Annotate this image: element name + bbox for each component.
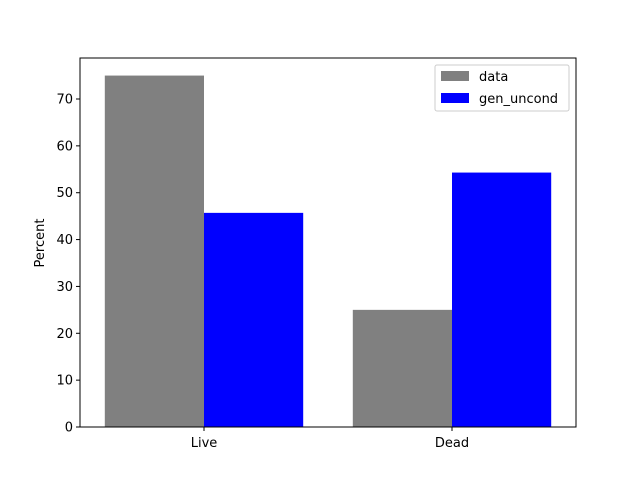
bar-data-live bbox=[104, 75, 204, 428]
legend: data gen_uncond bbox=[434, 64, 570, 112]
legend-swatch-gen_uncond bbox=[441, 93, 469, 103]
y-tick-label: 20 bbox=[56, 327, 73, 342]
x-tick-label-dead: Dead bbox=[435, 436, 469, 451]
y-axis-label: Percent bbox=[33, 219, 48, 268]
legend-label-data: data bbox=[479, 70, 508, 85]
y-tick-label: 70 bbox=[56, 93, 73, 108]
y-axis: 0 10 20 30 40 50 60 70 bbox=[56, 93, 80, 436]
legend-swatch-data bbox=[441, 71, 469, 81]
plot-frame bbox=[79, 57, 577, 428]
bar-data-dead bbox=[352, 309, 452, 427]
x-tick-label-live: Live bbox=[191, 436, 218, 451]
x-axis: Live Dead bbox=[191, 427, 469, 451]
y-tick-label: 30 bbox=[56, 280, 73, 295]
y-tick-label: 60 bbox=[56, 139, 73, 154]
y-tick-label: 40 bbox=[56, 233, 73, 248]
bars-group bbox=[104, 75, 552, 428]
legend-label-gen_uncond: gen_uncond bbox=[479, 92, 558, 107]
y-tick-label: 10 bbox=[56, 374, 73, 389]
y-tick-label: 0 bbox=[65, 421, 73, 436]
bar-gen_uncond-live bbox=[204, 212, 304, 427]
bar-gen_uncond-dead bbox=[452, 172, 552, 427]
y-tick-label: 50 bbox=[56, 186, 73, 201]
